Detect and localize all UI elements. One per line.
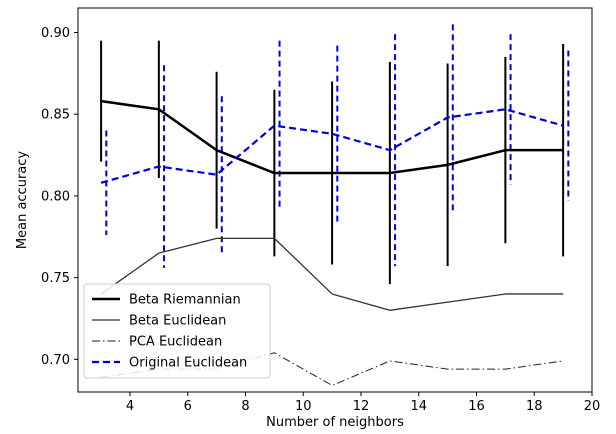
legend-label-original-euclidean: Original Euclidean: [129, 356, 247, 371]
legend-label-pca-euclidean: PCA Euclidean: [129, 335, 222, 350]
x-tick-label: 18: [526, 399, 543, 414]
beta-riemannian-line: [100, 99, 564, 175]
legend-box: [83, 283, 271, 379]
x-tick-label: 10: [295, 399, 312, 414]
y-tick-label: 0.90: [41, 26, 70, 41]
y-tick-label: 0.85: [41, 108, 70, 123]
y-axis-label: Mean accuracy: [15, 151, 30, 250]
x-tick-label: 12: [353, 399, 370, 414]
x-axis-label: Number of neighbors: [266, 415, 404, 430]
beta-euclidean-line: [100, 237, 564, 311]
legend-label-beta-euclidean: Beta Euclidean: [129, 314, 226, 329]
y-tick-label: 0.80: [41, 189, 70, 204]
x-tick-label: 8: [241, 399, 249, 414]
x-tick-label: 6: [184, 399, 192, 414]
x-tick-label: 16: [468, 399, 485, 414]
axes-frame: [77, 7, 593, 393]
x-tick-label: 20: [584, 399, 601, 414]
legend: Beta Riemannian Beta Euclidean PCA Euclide…: [83, 283, 271, 379]
y-tick-label: 0.70: [41, 353, 70, 368]
y-tick-label: 0.75: [41, 271, 70, 286]
axes: 4 6 8 10 12 14 16 18 20 0.70 0.75 0.80 0.85 0.90 Numbe…: [15, 7, 601, 430]
x-tick-label: 14: [410, 399, 427, 414]
x-tick-label: 4: [126, 399, 134, 414]
legend-label-beta-riemannian: Beta Riemannian: [129, 293, 241, 308]
original-euclidean-line: [100, 108, 564, 184]
